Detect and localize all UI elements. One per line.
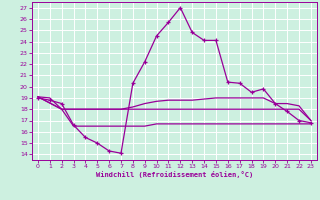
X-axis label: Windchill (Refroidissement éolien,°C): Windchill (Refroidissement éolien,°C) [96,171,253,178]
